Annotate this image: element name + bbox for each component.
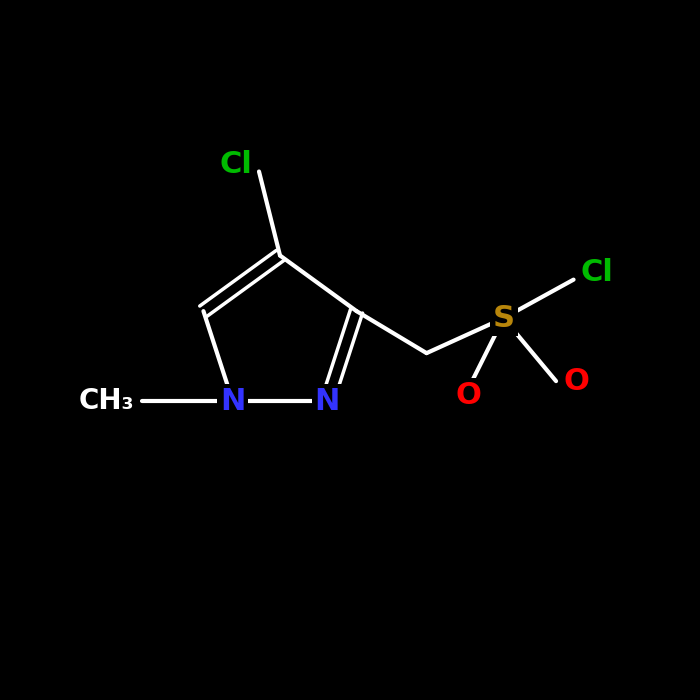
Text: Cl: Cl [580,258,613,287]
Text: N: N [314,386,340,416]
Text: CH₃: CH₃ [79,387,134,415]
Text: S: S [493,304,514,332]
Text: O: O [456,381,482,409]
Text: N: N [220,386,246,416]
Text: Cl: Cl [219,150,252,179]
Text: O: O [563,367,589,395]
